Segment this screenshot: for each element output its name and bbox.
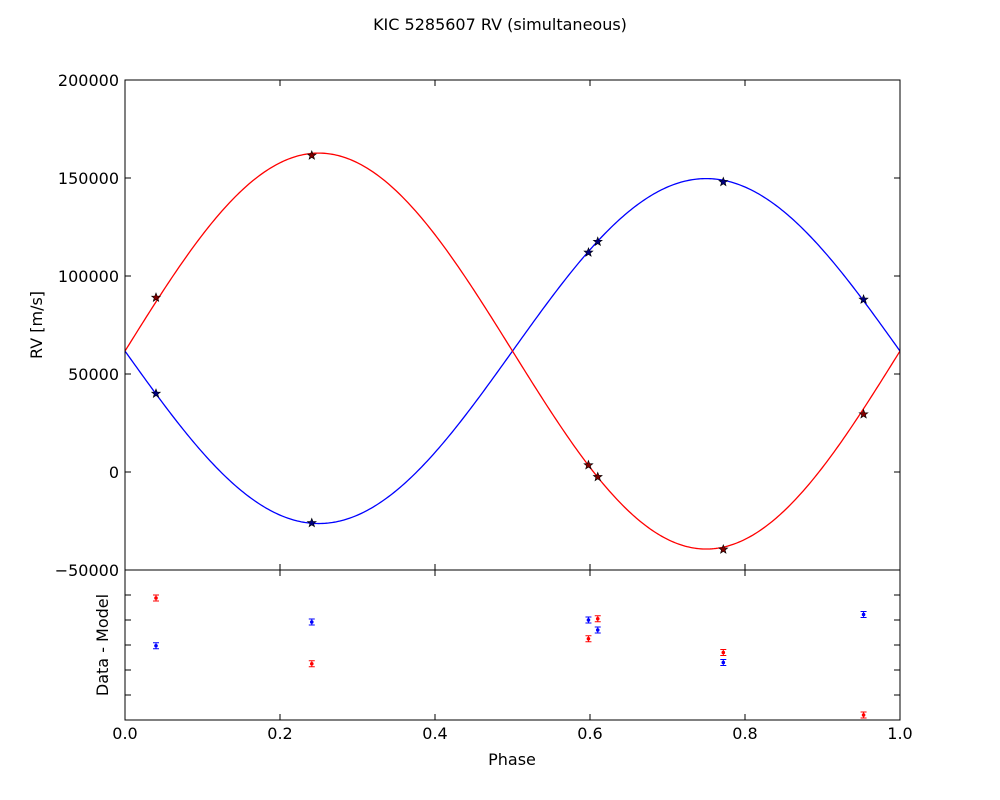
residual-data-point [308, 618, 315, 626]
rv-y-tick-label: 50000 [68, 365, 119, 384]
rv-y-tick-label: −50000 [55, 561, 119, 580]
x-axis-label: Phase [488, 750, 536, 769]
rv-data-point [858, 294, 869, 304]
residual-data-point [594, 626, 601, 634]
rv-data-point [583, 247, 594, 257]
residual-data-point [308, 660, 315, 668]
x-tick-label: 0.8 [732, 724, 757, 743]
rv-data-point [583, 459, 594, 470]
residual-panel: 0.0 0.2 0.4 0.6 0.8 1.0 Data - Model Phase [93, 569, 913, 769]
residual-data-point [860, 611, 867, 618]
rv-data-point [718, 176, 729, 187]
residual-data-point [594, 615, 601, 623]
residual-data-point [585, 616, 592, 624]
x-tick-label: 0.4 [422, 724, 447, 743]
rv-y-tick-label: 100000 [58, 267, 119, 286]
x-tick-label: 0.2 [267, 724, 292, 743]
residual-data-point [720, 649, 727, 656]
rv-data-point [592, 236, 603, 247]
x-tick-label: 0.0 [112, 724, 137, 743]
residual-data-point [720, 659, 727, 666]
rv-data-point [718, 543, 729, 554]
residual-data-point [153, 642, 159, 650]
rv-data-point [306, 517, 317, 528]
residual-data-point [153, 594, 159, 602]
rv-data-point [592, 471, 603, 482]
residual-data-point [860, 711, 867, 719]
rv-panel: 200000 150000 100000 50000 0 −50000 RV [m/s] [27, 71, 901, 580]
rv-y-tick-label: 200000 [58, 71, 119, 90]
x-tick-label: 0.6 [577, 724, 602, 743]
chart-title: KIC 5285607 RV (simultaneous) [373, 15, 627, 34]
rv-plot-area [125, 80, 900, 570]
rv-y-axis-label: RV [m/s] [27, 291, 46, 359]
rv-data-point [150, 292, 162, 302]
residual-plot-frame [124, 569, 901, 721]
rv-y-tick-label: 150000 [58, 169, 119, 188]
rv-data-point [150, 388, 162, 399]
residual-data-point [585, 635, 592, 643]
x-tick-label: 1.0 [887, 724, 912, 743]
rv-data-point [858, 408, 869, 419]
secondary-model-curve [124, 152, 901, 550]
residual-plot-area [125, 570, 900, 720]
rv-y-tick-label: 0 [109, 463, 119, 482]
residual-y-axis-label: Data - Model [93, 594, 112, 696]
rv-data-point [306, 150, 317, 160]
